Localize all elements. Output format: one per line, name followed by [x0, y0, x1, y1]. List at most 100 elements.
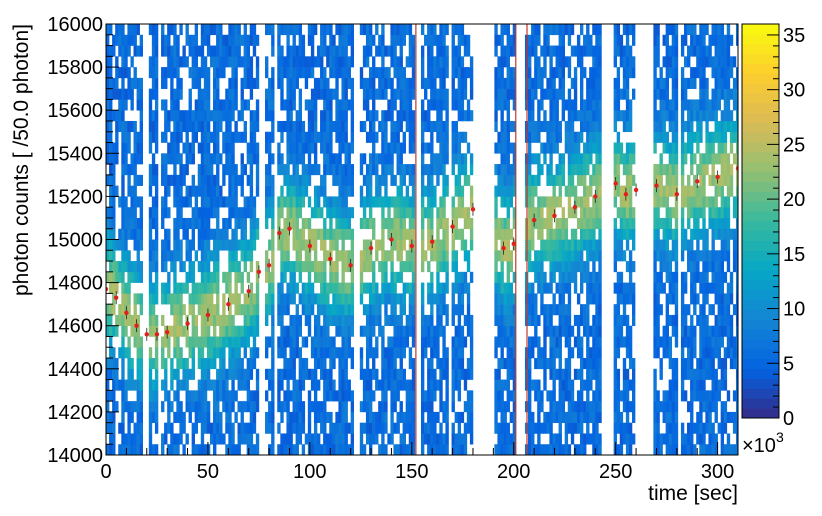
heat-cell	[240, 228, 244, 240]
heat-cell	[271, 401, 275, 413]
heat-cell	[668, 411, 673, 423]
heat-cell	[265, 368, 269, 380]
heat-cell	[154, 444, 159, 455]
heat-cell	[268, 379, 272, 391]
heat-cell	[494, 282, 498, 294]
heat-cell	[121, 390, 125, 402]
heat-cell	[552, 261, 556, 273]
heat-cell	[457, 411, 462, 423]
heat-cell	[690, 120, 694, 133]
heat-cell	[148, 164, 153, 176]
heat-cell	[228, 99, 232, 111]
heat-cell	[613, 77, 617, 89]
heat-cell	[136, 390, 140, 402]
heat-cell	[154, 261, 159, 273]
heat-cell	[580, 444, 584, 455]
heat-cell	[653, 314, 657, 326]
heat-cell	[564, 142, 569, 154]
heat-cell	[301, 336, 306, 348]
heat-cell	[231, 250, 235, 262]
heat-cell	[570, 77, 575, 89]
heat-cell	[506, 196, 510, 208]
heat-cell	[420, 131, 425, 143]
heat-cell	[121, 120, 125, 133]
heat-cell	[656, 185, 660, 197]
heat-cell	[537, 67, 541, 79]
heat-cell	[154, 120, 159, 133]
heat-cell	[442, 304, 446, 316]
heat-cell	[390, 282, 394, 294]
heat-cell	[683, 314, 688, 326]
heat-cell	[546, 444, 550, 455]
heat-cell	[310, 293, 315, 305]
heat-cell	[182, 45, 186, 57]
heat-cell	[384, 185, 388, 197]
heat-cell	[246, 293, 251, 305]
heat-cell	[109, 325, 113, 337]
heat-cell	[687, 207, 691, 219]
heat-cell	[384, 314, 388, 326]
heat-cell	[576, 196, 581, 208]
heat-cell	[304, 185, 309, 197]
heat-cell	[528, 411, 532, 423]
heat-cell	[225, 56, 229, 68]
heat-cell	[329, 444, 333, 455]
heat-cell	[167, 347, 171, 359]
heat-cell	[170, 99, 174, 111]
heat-cell	[200, 207, 205, 219]
heat-cell	[243, 120, 247, 133]
heat-cell	[549, 422, 553, 434]
heat-cell	[665, 56, 669, 68]
heat-cell	[326, 88, 330, 100]
heat-cell	[365, 34, 370, 46]
heat-cell	[326, 142, 330, 154]
heat-cell	[567, 336, 572, 348]
heat-cell	[396, 77, 400, 89]
heat-cell	[598, 433, 602, 445]
heat-cell	[693, 325, 697, 337]
heat-cell	[662, 250, 666, 262]
heat-cell	[112, 185, 116, 197]
heat-cell	[454, 45, 458, 57]
heat-cell	[277, 444, 281, 455]
heat-cell	[344, 88, 348, 100]
heat-cell	[255, 261, 260, 273]
heat-cell	[249, 142, 254, 154]
heat-cell	[203, 422, 208, 434]
heat-cell	[399, 347, 403, 359]
heat-cell	[182, 358, 186, 370]
heat-cell	[154, 24, 159, 36]
heat-cell	[139, 293, 143, 305]
heat-cell	[540, 88, 544, 100]
heat-cell	[420, 422, 425, 434]
heat-cell	[344, 56, 348, 68]
heat-cell	[625, 314, 630, 326]
heat-cell	[668, 250, 673, 262]
heat-cell	[531, 131, 535, 143]
heat-cell	[225, 379, 229, 391]
heat-cell	[561, 164, 566, 176]
heat-cell	[693, 422, 697, 434]
heat-cell	[375, 239, 379, 251]
heat-cell	[240, 358, 244, 370]
heat-cell	[705, 347, 709, 359]
heat-cell	[580, 271, 584, 283]
heat-cell	[583, 120, 587, 133]
heat-cell	[592, 433, 596, 445]
heat-cell	[121, 142, 125, 154]
heat-cell	[121, 368, 125, 380]
heat-cell	[213, 131, 217, 143]
heat-cell	[219, 411, 223, 423]
heat-cell	[384, 304, 388, 316]
heat-cell	[295, 45, 299, 57]
heat-cell	[674, 422, 679, 434]
heat-cell	[219, 433, 223, 445]
heat-cell	[580, 304, 584, 316]
heat-cell	[628, 347, 633, 359]
heat-cell	[445, 379, 449, 391]
heat-cell	[445, 88, 449, 100]
heat-cell	[246, 271, 251, 283]
heat-cell	[402, 336, 406, 348]
heat-cell	[674, 77, 679, 89]
heat-cell	[206, 347, 211, 359]
